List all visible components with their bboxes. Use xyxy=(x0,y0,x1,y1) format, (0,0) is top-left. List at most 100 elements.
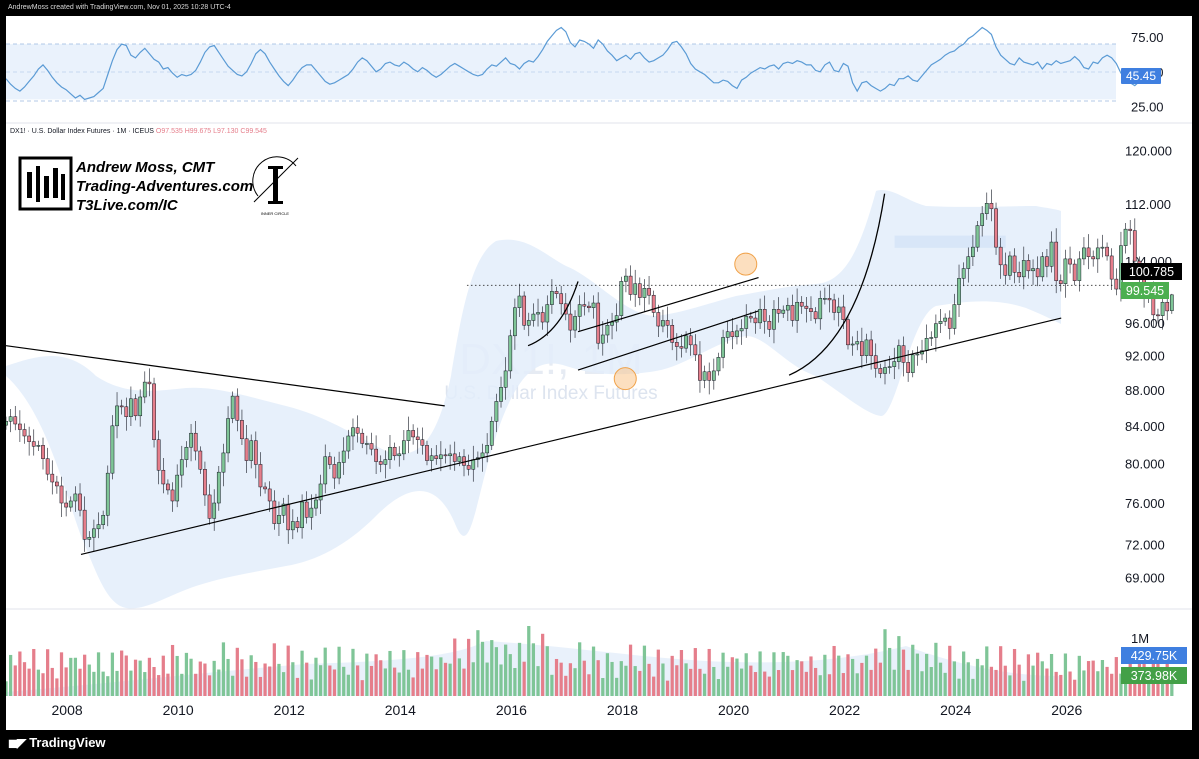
chart-created-caption: AndrewMoss created with TradingView.com,… xyxy=(8,4,231,11)
symbol-info: DX1! · U.S. Dollar Index Futures · 1M · … xyxy=(10,128,267,135)
candle xyxy=(642,279,647,312)
candle xyxy=(36,440,41,451)
volume-bar xyxy=(244,676,249,696)
candle xyxy=(1095,238,1100,273)
inner-circle-caption: INNER CIRCLE xyxy=(261,211,290,216)
candle-logo-glyph-3 xyxy=(44,176,49,198)
parabolic-curve xyxy=(788,193,886,376)
candle xyxy=(406,416,411,454)
volume-bar xyxy=(985,646,989,696)
volume-bar xyxy=(314,657,318,696)
candle xyxy=(656,304,661,337)
inner-circle-logo: INNER CIRCLE xyxy=(252,156,299,216)
candle xyxy=(735,324,739,345)
candle xyxy=(934,314,938,352)
volume-bar xyxy=(1003,665,1007,696)
candle xyxy=(92,519,96,552)
volume-bar xyxy=(619,661,623,696)
candle xyxy=(850,336,855,356)
candle xyxy=(50,460,55,495)
volume-bar xyxy=(679,650,684,696)
candle xyxy=(883,359,887,385)
candle xyxy=(1008,251,1012,280)
ohlc-high: H99.675 xyxy=(185,128,212,135)
candle xyxy=(795,288,799,333)
candle xyxy=(943,313,948,326)
candle xyxy=(45,447,50,481)
candle xyxy=(323,444,328,494)
price-axis-tick: 92.000 xyxy=(1125,349,1165,364)
candle xyxy=(559,286,564,315)
candle xyxy=(702,365,707,389)
candle xyxy=(785,297,790,321)
candle xyxy=(781,305,786,318)
candle xyxy=(327,452,332,470)
candle xyxy=(1054,228,1059,294)
candle xyxy=(822,287,827,305)
candle xyxy=(762,295,767,334)
candle xyxy=(966,247,971,283)
volume-bar xyxy=(716,679,721,696)
volume-bar xyxy=(170,644,175,696)
candle xyxy=(952,293,957,335)
volume-bar xyxy=(869,669,873,696)
price-pane: DX1! · U.S. Dollar Index Futures · 1M · … xyxy=(4,128,1182,609)
rsi-value-tag xyxy=(1121,68,1161,84)
trendline xyxy=(80,317,1062,555)
candle xyxy=(258,452,263,497)
volume-bar xyxy=(767,676,771,696)
candle xyxy=(980,205,985,237)
time-axis-tick: 2026 xyxy=(1051,702,1082,718)
volume-bar xyxy=(508,654,512,696)
volume-bar xyxy=(517,642,522,696)
time-axis-tick: 2014 xyxy=(385,702,416,718)
candle xyxy=(383,450,388,479)
candle xyxy=(582,292,587,316)
candle xyxy=(425,440,429,466)
volume-bar xyxy=(346,674,350,696)
candle xyxy=(295,516,300,533)
volume-bar xyxy=(832,645,836,696)
ohlc-open: O97.535 xyxy=(156,128,183,135)
candle xyxy=(244,425,249,474)
volume-bar xyxy=(906,669,910,696)
highlight-circle xyxy=(734,252,758,276)
candle xyxy=(166,479,170,495)
volume-bar xyxy=(120,650,124,696)
volume-bar xyxy=(494,647,499,696)
candle xyxy=(998,237,1003,279)
candle xyxy=(374,435,378,474)
volume-bar xyxy=(124,655,128,696)
volume-bar xyxy=(1114,657,1118,696)
candle xyxy=(364,435,369,455)
symbol-name: DX1! · U.S. Dollar Index Futures · 1M · … xyxy=(10,128,154,135)
volume-bar xyxy=(596,660,600,696)
consolidation-box xyxy=(894,235,1006,248)
candle xyxy=(161,457,166,494)
volume-bar xyxy=(730,657,734,696)
candle xyxy=(378,455,383,473)
volume-bar xyxy=(198,661,202,696)
volume-bar xyxy=(406,669,411,696)
trendline xyxy=(5,345,445,407)
candle xyxy=(415,427,420,454)
volume-bar xyxy=(735,658,739,696)
volume-bar xyxy=(513,668,517,696)
candle xyxy=(961,262,966,287)
candle xyxy=(878,363,883,379)
candle xyxy=(138,389,143,427)
volume-bar xyxy=(841,673,845,696)
candle xyxy=(203,461,207,506)
highlight-circle xyxy=(613,367,637,391)
volume-bar xyxy=(448,663,452,696)
volume-bar xyxy=(957,678,961,696)
candle xyxy=(711,358,716,390)
volume-bar xyxy=(328,665,332,696)
brand-site-2: T3Live.com/IC xyxy=(76,197,179,214)
volume-bar xyxy=(1086,661,1091,696)
candle xyxy=(253,431,258,479)
volume-bar xyxy=(258,676,263,696)
candle xyxy=(230,391,235,424)
candle xyxy=(929,331,934,347)
